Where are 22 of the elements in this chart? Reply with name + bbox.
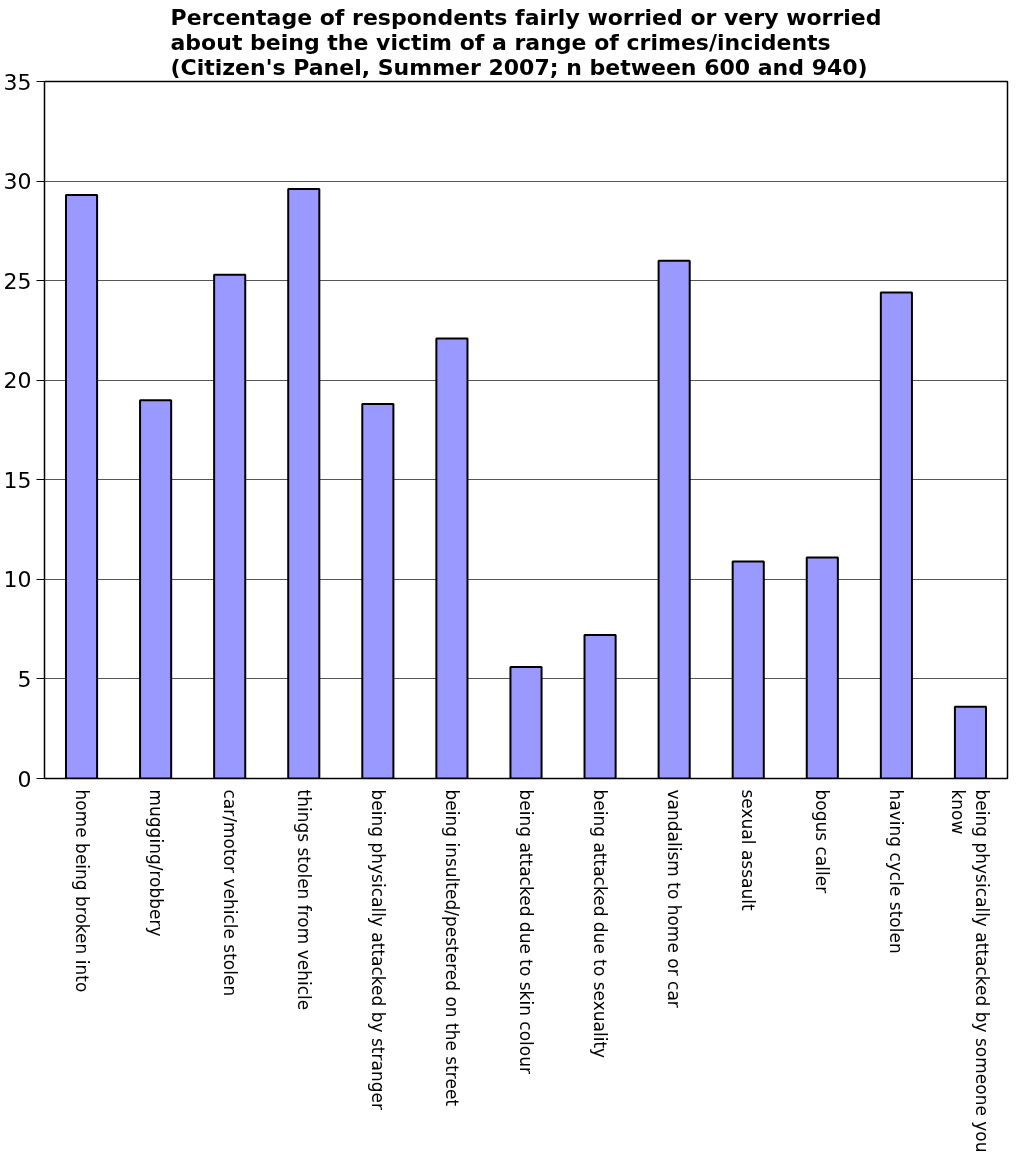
x-tick-label: having cycle stolen [886, 789, 907, 954]
y-tick-label: 25 [3, 268, 32, 294]
x-tick-label: being attacked due to skin colour [516, 789, 536, 1074]
x-tick-label: being physically attacked by someone you know [948, 789, 993, 1153]
y-tick-label: 35 [3, 69, 32, 95]
x-tick-label: mugging/robbery [145, 789, 166, 937]
y-tick-label: 5 [17, 666, 32, 692]
x-tick-label: being insulted/pestered on the street [441, 789, 462, 1107]
y-tick-label: 15 [3, 467, 32, 493]
chart-title: Percentage of respondents fairly worried or very worried about being the victim of a range of crimes/incidents (Citizen's Panel, Summer 2007; n between 600 and 940) [170, 4, 882, 80]
y-tick-label: 20 [3, 368, 32, 394]
y-tick-label: 30 [3, 169, 32, 195]
x-tick-label: being attacked due to sexuality [590, 789, 611, 1059]
x-tick-label: sexual assault [738, 789, 759, 911]
y-tick-label: 10 [3, 567, 32, 593]
x-tick-label: bogus caller [812, 789, 833, 894]
x-tick-label: car/motor vehicle stolen [219, 789, 240, 997]
y-tick-label: 0 [17, 766, 32, 792]
x-tick-label: vandalism to home or car [664, 789, 685, 1008]
x-tick-label: being physically attacked by stranger [367, 789, 388, 1110]
x-tick-label: things stolen from vehicle [293, 789, 314, 1011]
x-tick-label: home being broken into [71, 789, 92, 993]
